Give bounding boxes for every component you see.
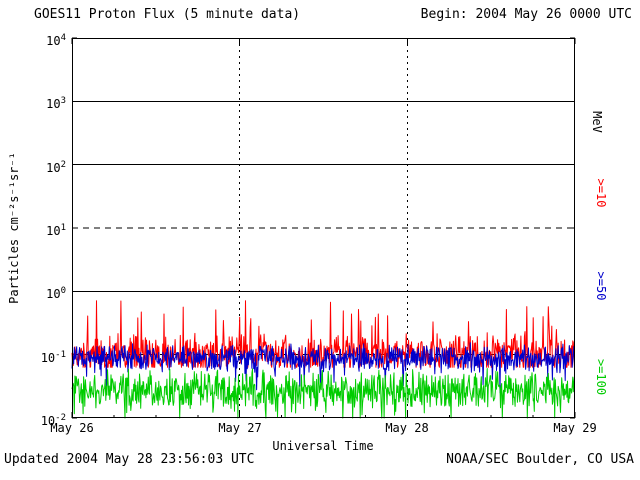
x-tick-label: May 29 (553, 421, 597, 435)
y-tick-label: 101 (46, 223, 66, 238)
x-tick-label: May 28 (385, 421, 429, 435)
series-50mev (71, 342, 575, 394)
chart-title: GOES11 Proton Flux (5 minute data) (34, 7, 301, 22)
y-tick-label: 100 (46, 286, 66, 301)
series-100mev (71, 368, 575, 419)
source-attribution: NOAA/SEC Boulder, CO USA (446, 452, 634, 467)
x-tick-label: May 27 (218, 421, 262, 435)
legend-ge50-label: >=50 (594, 271, 608, 301)
x-tick-label: May 26 (50, 421, 94, 435)
y-tick-label: 104 (46, 33, 66, 48)
legend-unit-label: MeV (590, 111, 604, 133)
y-tick-label: 102 (46, 160, 66, 175)
legend-ge100-label: >=100 (594, 358, 608, 396)
y-tick-label: 10-2 (40, 413, 66, 428)
y-tick-label: 103 (46, 96, 66, 111)
y-axis-title: Particles cm⁻²s⁻¹sr⁻¹ (7, 152, 21, 304)
x-axis-title: Universal Time (272, 439, 374, 453)
legend-ge10-label: >=10 (594, 178, 608, 208)
y-tick-label: 10-1 (40, 350, 66, 365)
begin-time-label: Begin: 2004 May 26 0000 UTC (420, 7, 632, 22)
updated-timestamp: Updated 2004 May 28 23:56:03 UTC (4, 452, 255, 467)
